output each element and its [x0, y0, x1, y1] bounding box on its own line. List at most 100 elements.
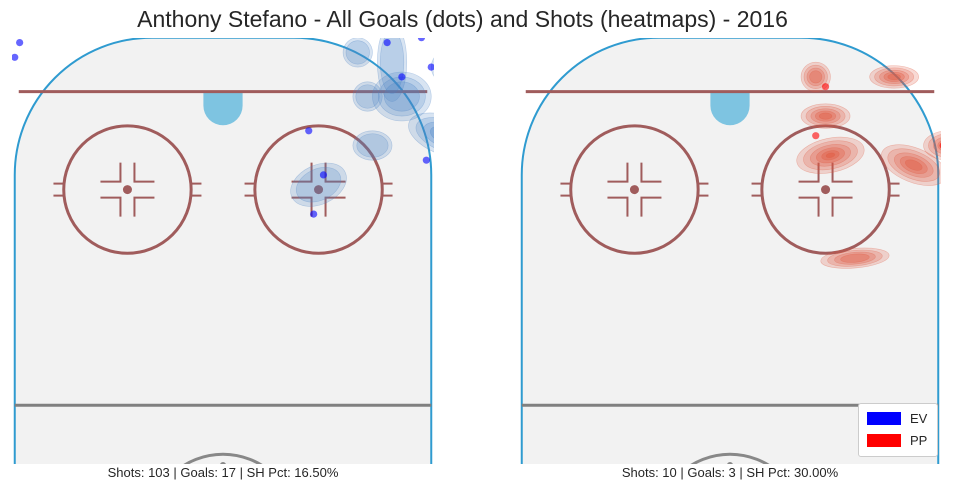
legend-label-pp: PP	[910, 432, 928, 448]
goal-dot	[383, 39, 391, 47]
density-contour	[805, 105, 846, 127]
density-contour	[290, 162, 347, 207]
density-contour	[905, 159, 923, 171]
density-contour	[893, 152, 934, 178]
faceoff-hash-mark	[100, 162, 122, 183]
goal-crease	[710, 91, 750, 126]
goal-dot	[812, 132, 820, 140]
density-contour	[372, 71, 432, 122]
legend-swatch-pp	[867, 433, 901, 447]
density-contour	[821, 150, 840, 161]
legend-entry-ev: EV	[867, 410, 927, 426]
faceoff-dot-left	[629, 185, 639, 195]
goal-dot	[319, 171, 328, 179]
density-contour	[408, 112, 434, 159]
density-contour	[814, 110, 837, 122]
density-contour	[883, 71, 905, 82]
faceoff-circle-left	[569, 124, 700, 255]
density-contour	[800, 103, 851, 129]
density-contour	[415, 117, 434, 155]
faceoff-circle-right	[253, 124, 384, 255]
density-contour	[899, 156, 928, 174]
goal-dot	[422, 156, 430, 164]
density-contour	[815, 147, 845, 164]
density-contour	[803, 140, 858, 171]
density-contour	[827, 249, 883, 267]
density-contour	[803, 64, 828, 89]
faceoff-hash-mark	[324, 162, 346, 183]
goal-crease	[203, 91, 243, 126]
goal-dot	[821, 83, 830, 91]
caption-left: Shots: 103 | Goals: 17 | SH Pct: 16.50%	[107, 465, 339, 480]
goal-dot	[427, 63, 434, 71]
density-contour	[937, 140, 941, 151]
density-contour	[820, 247, 890, 269]
density-contour	[887, 148, 941, 182]
density-contour	[383, 81, 420, 112]
goal-dot	[16, 39, 24, 47]
faceoff-hash-mark	[831, 162, 853, 183]
density-contour	[923, 131, 941, 160]
legend-label-ev: EV	[910, 410, 928, 426]
density-contour	[355, 84, 380, 109]
density-contour	[840, 253, 870, 263]
legend-swatch-ev	[867, 411, 901, 425]
goal-dot	[305, 127, 313, 135]
density-contour	[796, 136, 865, 174]
density-contour	[423, 121, 434, 150]
density-contour	[881, 144, 941, 186]
center-dot	[220, 462, 226, 464]
faceoff-hash-mark	[324, 196, 346, 217]
shot-heatmap	[796, 61, 941, 269]
density-contour	[356, 133, 389, 158]
faceoff-dot-left	[122, 185, 132, 195]
density-contour	[874, 67, 915, 87]
density-contour	[342, 38, 373, 68]
caption-right: Shots: 10 | Goals: 3 | SH Pct: 30.00%	[621, 465, 839, 480]
density-contour	[933, 137, 941, 154]
faceoff-circle-left	[62, 124, 193, 255]
density-contour	[377, 38, 408, 102]
density-contour	[809, 144, 851, 167]
density-contour	[352, 81, 383, 112]
ice-surface	[520, 38, 940, 464]
faceoff-hash-mark	[798, 162, 820, 183]
density-contour	[345, 40, 370, 65]
density-contour	[379, 38, 405, 94]
density-contour	[352, 130, 393, 161]
faceoff-hash-mark	[831, 196, 853, 217]
density-contour	[295, 167, 342, 203]
center-circle	[183, 452, 263, 464]
faceoff-hash-mark	[607, 196, 629, 217]
faceoff-hash-mark	[133, 196, 155, 217]
center-circle	[690, 452, 770, 464]
chart-title: Anthony Stefano - All Goals (dots) and S…	[137, 6, 788, 32]
shot-heatmap	[290, 38, 434, 207]
faceoff-hash-mark	[291, 162, 313, 183]
goal-dot	[939, 142, 941, 149]
faceoff-hash-mark	[607, 162, 629, 183]
goal-dot	[398, 73, 406, 81]
goal-dot	[417, 38, 426, 42]
faceoff-hash-mark	[640, 196, 662, 217]
density-contour	[825, 152, 836, 158]
faceoff-dot-right	[821, 185, 831, 195]
legend: EV PP	[858, 403, 938, 457]
faceoff-hash-mark	[640, 162, 662, 183]
faceoff-hash-mark	[100, 196, 122, 217]
density-contour	[928, 134, 941, 157]
density-contour	[809, 70, 823, 84]
goal-dot	[310, 210, 318, 218]
density-contour	[806, 67, 825, 87]
faceoff-dot-right	[314, 185, 324, 195]
legend-entry-pp: PP	[867, 432, 927, 448]
faceoff-circle-right	[760, 124, 891, 255]
density-contour	[887, 73, 901, 81]
rink-right-pp	[520, 38, 941, 464]
density-contour	[879, 69, 910, 84]
density-contour	[810, 108, 841, 124]
density-contour	[834, 251, 876, 265]
faceoff-hash-mark	[133, 162, 155, 183]
goal-dot	[12, 53, 19, 61]
density-contour	[869, 65, 919, 89]
